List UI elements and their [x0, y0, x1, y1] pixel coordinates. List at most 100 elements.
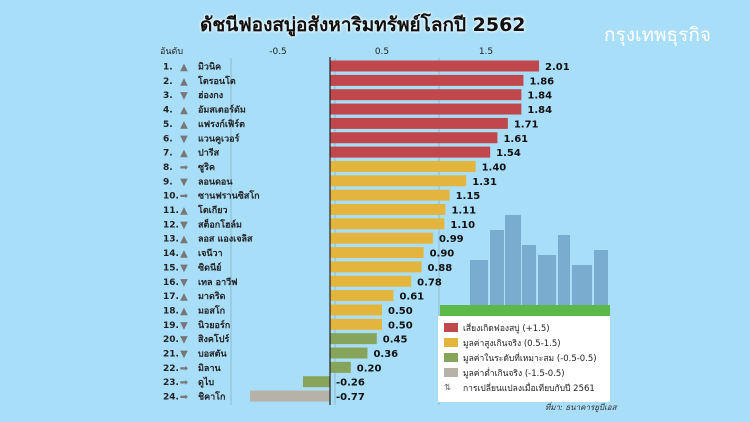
legend-item: มูลค่าในระดับที่เหมาะสม (-0.5-0.5) [444, 350, 604, 365]
legend-label: มูลค่าในระดับที่เหมาะสม (-0.5-0.5) [463, 353, 597, 364]
rank-label: 12. [163, 220, 179, 230]
change-same-icon: ➡ [180, 363, 189, 374]
city-label: ดูไบ [198, 376, 214, 388]
legend-swatch [444, 368, 458, 377]
city-label: ซิดนีย์ [198, 261, 221, 273]
bar [330, 117, 508, 129]
legend-label: เสี่ยงเกิดฟองสบู่ (+1.5) [463, 323, 550, 334]
rank-label: 19. [163, 321, 179, 331]
value-label: -0.77 [336, 392, 365, 403]
city-label: ซูริค [198, 162, 215, 173]
value-label: 1.86 [529, 76, 554, 87]
legend-label: มูลค่าต่ำเกินจริง (-1.5-0.5) [463, 368, 565, 379]
change-down-icon: ▼ [180, 335, 188, 346]
city-label: แฟรงก์เฟิร์ต [198, 118, 245, 130]
bar [330, 74, 524, 86]
bar [330, 318, 382, 330]
change-arrows-icon: ⇅ [444, 382, 452, 393]
bar [249, 390, 330, 402]
legend-swatch [444, 323, 458, 332]
brand-logo: กรุงเทพธุรกิจ [604, 24, 711, 46]
city-label: ลอนดอน [198, 177, 233, 187]
value-label: 0.50 [388, 320, 413, 331]
value-label: 1.31 [472, 177, 497, 188]
rank-label: 8. [163, 163, 173, 173]
city-label: เทล อาวีฟ [198, 277, 238, 288]
rank-label: 13. [163, 235, 179, 245]
source-note: ที่มา: ธนาคารยูบีเอส [545, 403, 617, 412]
bar [330, 103, 522, 115]
city-label: บอสตัน [198, 349, 227, 360]
chart-title: ดัชนีฟองสบู่อสังหาริมทรัพย์โลกปี 2562 [200, 14, 526, 36]
city-label: สิงคโปร์ [197, 333, 229, 345]
change-up-icon: ▲ [180, 234, 188, 245]
change-up-icon: ▲ [180, 62, 188, 73]
city-label: แวนคูเวอร์ [198, 132, 240, 144]
bar [330, 304, 382, 316]
rank-label: 15. [163, 263, 179, 273]
rank-label: 17. [163, 292, 179, 302]
bar [330, 361, 351, 373]
value-label: 1.71 [514, 119, 539, 130]
rank-label: 14. [163, 249, 179, 259]
rank-label: 5. [163, 120, 173, 130]
change-down-icon: ▼ [180, 91, 188, 102]
change-same-icon: ➡ [180, 191, 189, 202]
rank-label: 16. [163, 278, 179, 288]
city-label: มิลาน [198, 363, 222, 374]
value-label: 1.84 [527, 105, 552, 116]
change-down-icon: ▼ [180, 177, 188, 188]
legend-swatch [444, 338, 458, 347]
city-label: สต็อกโฮล์ม [198, 217, 242, 230]
change-same-icon: ➡ [180, 162, 189, 173]
bar [330, 218, 445, 230]
value-label: 1.40 [482, 162, 507, 173]
value-label: 0.50 [388, 306, 413, 317]
value-label: 1.11 [451, 206, 476, 217]
city-label: โตเกียว [197, 204, 228, 216]
building-illustration [522, 245, 536, 320]
value-label: 0.61 [399, 292, 424, 303]
bar [330, 204, 446, 215]
change-up-icon: ▲ [180, 76, 188, 87]
legend: เสี่ยงเกิดฟองสบู่ (+1.5) มูลค่าสูงเกินจร… [438, 316, 610, 402]
bar [330, 247, 424, 259]
city-label: ชิคาโก [198, 391, 225, 403]
city-label: อัมสเตอร์ดัม [198, 104, 246, 116]
rank-label: 18. [163, 306, 179, 316]
grass-illustration [440, 305, 610, 317]
rank-label: 4. [163, 106, 173, 116]
building-illustration [505, 215, 521, 320]
rank-label: 24. [163, 393, 179, 403]
value-label: 1.61 [503, 134, 528, 145]
rank-label: 9. [163, 177, 173, 187]
bar [330, 60, 540, 72]
bar [330, 146, 491, 158]
legend-label: มูลค่าสูงเกินจริง (0.5-1.5) [463, 338, 561, 349]
legend-label: การเปลี่ยนแปลงเมื่อเทียบกับปี 2561 [463, 383, 595, 394]
building-illustration [594, 250, 608, 320]
bar [302, 376, 330, 388]
rank-label: 1. [163, 63, 173, 73]
rank-label: 7. [163, 149, 173, 159]
value-label: 1.54 [496, 148, 521, 159]
city-label: ปารีส [198, 148, 220, 159]
bar [330, 189, 450, 201]
change-down-icon: ▼ [180, 263, 188, 274]
change-down-icon: ▼ [180, 349, 188, 360]
change-same-icon: ➡ [180, 378, 189, 389]
bar [330, 347, 368, 359]
change-down-icon: ▼ [180, 220, 188, 231]
bar [330, 290, 394, 302]
rank-label: 10. [163, 192, 179, 202]
legend-swatch [444, 353, 458, 362]
bar [330, 175, 467, 187]
value-label: -0.26 [336, 378, 365, 389]
change-up-icon: ▲ [180, 206, 188, 217]
change-up-icon: ▲ [180, 119, 188, 130]
city-label: ฮ่องกง [198, 90, 223, 101]
city-label: ซานฟรานซิสโก [198, 190, 260, 202]
building-illustration [558, 235, 570, 320]
x-tick-label: 1.5 [479, 47, 493, 57]
